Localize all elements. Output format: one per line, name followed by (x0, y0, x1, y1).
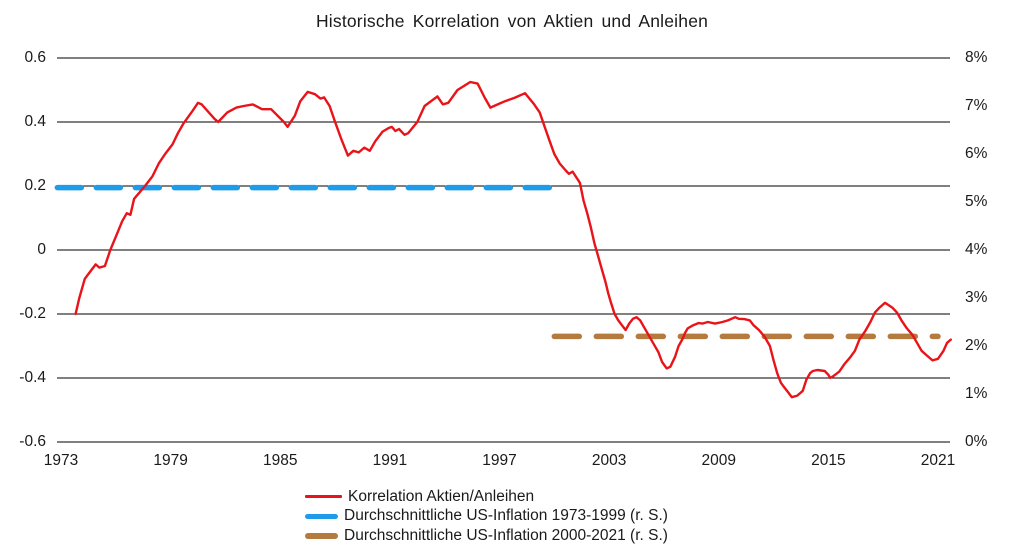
legend-item-inflation-1973-1999: Durchschnittliche US-Inflation 1973-1999… (305, 507, 668, 527)
y-axis-right-tick: 3% (965, 289, 988, 306)
x-axis-tick: 2003 (591, 452, 627, 469)
y-axis-right-tick: 0% (965, 433, 988, 450)
legend-label-inflation-1973-1999: Durchschnittliche US-Inflation 1973-1999… (344, 507, 668, 525)
y-axis-right-tick: 1% (965, 385, 988, 402)
legend-red-line-swatch (305, 495, 342, 499)
legend-brown-dash-swatch (305, 533, 338, 539)
y-axis-right-tick: 2% (965, 337, 988, 354)
y-axis-left-tick: -0.6 (19, 433, 46, 450)
x-axis-tick: 1985 (263, 452, 298, 469)
x-axis-tick: 1991 (372, 452, 408, 469)
y-axis-right-tick: 4% (965, 241, 988, 258)
legend: Korrelation Aktien/Anleihen Durchschnitt… (305, 487, 668, 546)
x-axis-tick: 2021 (920, 452, 956, 469)
y-axis-left-tick: 0 (37, 241, 46, 258)
legend-blue-dash-swatch (305, 513, 338, 519)
x-axis-tick: 1997 (482, 452, 517, 469)
y-axis-right-tick: 7% (965, 97, 988, 114)
y-axis-left-tick: -0.2 (19, 305, 46, 322)
x-axis-tick: 2015 (811, 452, 846, 469)
x-axis-tick: 2009 (701, 452, 736, 469)
x-axis-tick: 1979 (153, 452, 188, 469)
y-axis-left-tick: 0.2 (24, 177, 46, 194)
legend-item-inflation-2000-2021: Durchschnittliche US-Inflation 2000-2021… (305, 526, 668, 546)
y-axis-left-tick: 0.4 (24, 113, 46, 130)
chart-title: Historische Korrelation von Aktien und A… (315, 11, 709, 31)
y-axis-left-tick: 0.6 (24, 49, 46, 66)
legend-item-correlation: Korrelation Aktien/Anleihen (305, 487, 668, 507)
y-axis-left-tick: -0.4 (19, 369, 46, 386)
legend-label-correlation: Korrelation Aktien/Anleihen (348, 487, 535, 505)
y-axis-right-tick: 5% (965, 193, 988, 210)
x-axis-tick: 1973 (43, 452, 79, 469)
y-axis-right-tick: 6% (965, 145, 988, 162)
y-axis-right-tick: 8% (965, 49, 988, 66)
correlation-line (74, 80, 952, 399)
legend-label-inflation-2000-2021: Durchschnittliche US-Inflation 2000-2021… (344, 526, 668, 544)
